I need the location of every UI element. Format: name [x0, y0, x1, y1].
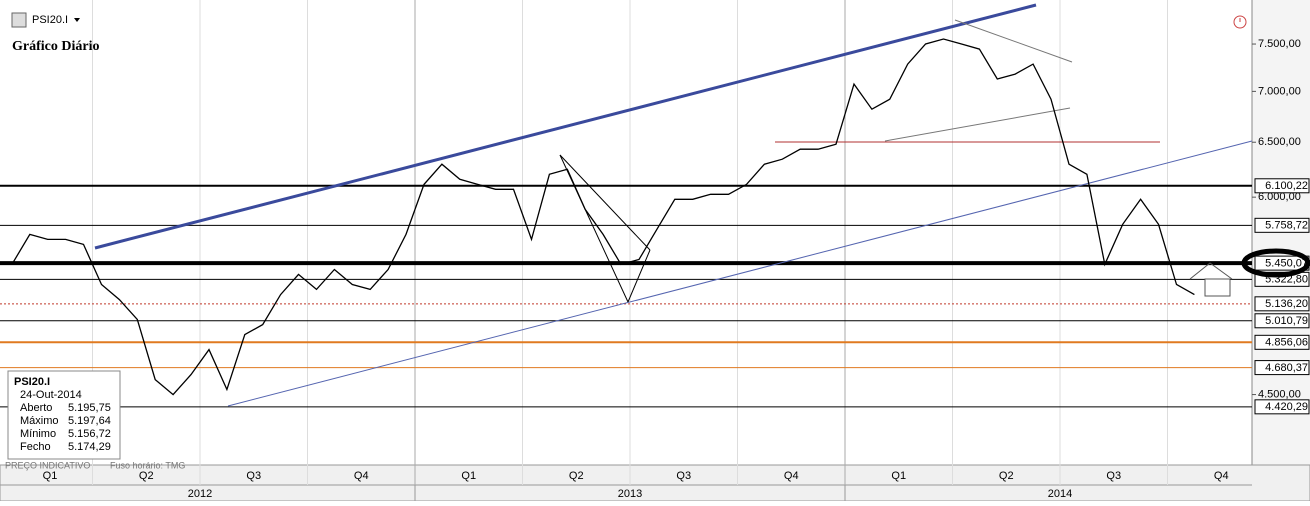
trend-line: [559, 154, 651, 251]
level-label: 5.136,20: [1265, 298, 1308, 310]
x-axis: Q1 Q2 Q3 Q4 Q1 Q2 Q3 Q4 Q1 Q2 Q3 Q4 2012 2013 2014: [43, 470, 1229, 501]
level-label-box: [1254, 178, 1310, 194]
box-marker: [1204, 278, 1231, 297]
triangle-marker: [1189, 262, 1233, 280]
info-value: 5.174,29: [68, 441, 111, 453]
y-tick-label: 7.000,00: [1258, 85, 1301, 97]
x-tick-label: Q1: [43, 470, 58, 482]
level-label: 5.010,79: [1265, 315, 1308, 327]
y-tick-label: 6.500,00: [1258, 136, 1301, 148]
x-tick-label: Q4: [784, 470, 799, 482]
chart-title: Gráfico Diário: [12, 39, 99, 54]
x-tick-label: Q2: [569, 470, 584, 482]
level-label: 5.758,72: [1265, 220, 1308, 232]
dropdown-arrow[interactable]: [74, 18, 80, 22]
y-tick-label: 6.000,00: [1258, 191, 1301, 203]
footer: PREÇO INDICATIVO: [5, 460, 90, 470]
info-value: 5.195,75: [68, 402, 111, 414]
x-tick-label: Q3: [1106, 470, 1121, 482]
year-label: 2014: [1048, 488, 1072, 500]
info-rows: Aberto 5.195,75 Máximo 5.197,64 Mínimo 5.156,…: [20, 402, 111, 453]
level-label-box: [1254, 334, 1310, 350]
level-label: 5.450,07: [1265, 258, 1308, 270]
x-tick-label: Q2: [139, 470, 154, 482]
level-label-box: [1254, 360, 1310, 376]
x-tick-label: Q4: [1214, 470, 1229, 482]
symbol[interactable]: PSI20.I: [32, 14, 68, 26]
price-line: [11, 38, 1195, 396]
highlight-ellipse: [1241, 248, 1310, 278]
year-label: 2013: [618, 488, 642, 500]
level-label: 4.420,29: [1265, 401, 1308, 413]
level-label-box: [1254, 313, 1310, 329]
timezone: Fuso horário: TMG: [110, 460, 185, 470]
levels: [0, 184, 1252, 408]
trend-line: [627, 249, 651, 303]
y-tick-label: 7.500,00: [1258, 38, 1301, 50]
x-tick-label: Q3: [246, 470, 261, 482]
trend-line: [954, 19, 1073, 63]
info-label: Aberto: [20, 402, 52, 414]
x-tick-label: Q1: [461, 470, 476, 482]
x-tick-label: Q4: [354, 470, 369, 482]
year-label: 2012: [188, 488, 212, 500]
level-label-box: [1254, 217, 1310, 233]
info-symbol: PSI20.I: [14, 376, 50, 388]
info-date: 24-Out-2014: [20, 389, 82, 401]
trend-line: [94, 3, 1037, 250]
x-tick-label: Q1: [891, 470, 906, 482]
info-value: 5.156,72: [68, 428, 111, 440]
x-axis-panel: [0, 464, 1310, 502]
symbol-icon[interactable]: [11, 12, 27, 28]
x-tick-label: Q2: [999, 470, 1014, 482]
info-value: 5.197,64: [68, 415, 111, 427]
grid: [92, 0, 1168, 485]
y-axis: 7.500,00 7.000,00 6.500,00 6.000,00 4.500,00…: [1252, 38, 1310, 415]
level-label-box: [1254, 296, 1310, 312]
level-label: 6.100,22: [1265, 180, 1308, 192]
level-label-box: [1254, 399, 1310, 415]
info-label: Mínimo: [20, 428, 56, 440]
trend-line: [227, 140, 1253, 407]
trend-line: [884, 107, 1071, 142]
y-tick-label: 4.500,00: [1258, 388, 1301, 400]
info-label: Máximo: [20, 415, 59, 427]
info-label: Fecho: [20, 441, 51, 453]
level-label: 4.680,37: [1265, 362, 1308, 374]
info-box: [7, 370, 121, 460]
x-tick-label: Q3: [676, 470, 691, 482]
level-label: 4.856,06: [1265, 337, 1308, 349]
